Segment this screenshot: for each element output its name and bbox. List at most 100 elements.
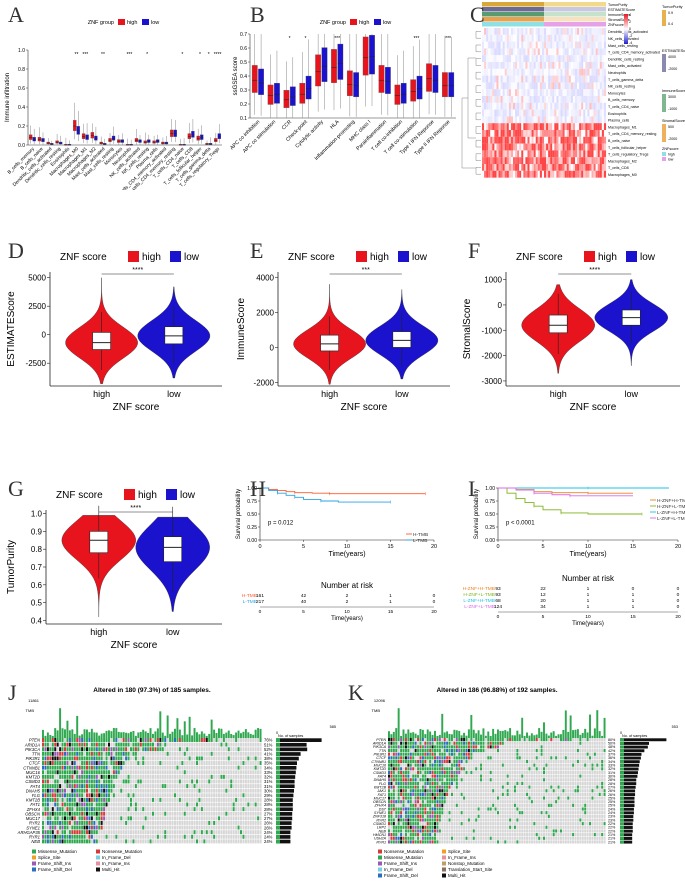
heat-cell xyxy=(601,82,604,90)
onco-cell xyxy=(71,788,74,793)
onco-cell xyxy=(586,745,589,749)
tmb-bar xyxy=(188,716,191,738)
heat-cell xyxy=(591,48,594,56)
heat-cell xyxy=(581,34,584,42)
onco-cell xyxy=(73,761,76,766)
onco-cell xyxy=(596,756,599,760)
heat-cell xyxy=(566,82,569,90)
onco-cell xyxy=(543,759,546,764)
onco-cell xyxy=(215,751,218,756)
onco-cell xyxy=(511,748,514,753)
y-tick-label: 0.5 xyxy=(31,599,43,608)
onco-cell xyxy=(164,793,167,798)
heat-cell xyxy=(575,62,578,69)
onco-cell xyxy=(132,797,135,802)
legend-low-swatch xyxy=(374,19,381,25)
onco-cell xyxy=(181,797,184,802)
onco-cell xyxy=(56,830,59,835)
onco-cell xyxy=(115,820,118,825)
y-tick-label: 0.8 xyxy=(31,545,43,554)
onco-cell xyxy=(64,751,67,756)
onco-cell xyxy=(164,784,167,789)
heat-cell xyxy=(595,82,598,90)
onco-cell xyxy=(188,825,191,830)
heat-cell xyxy=(508,109,511,117)
onco-cell xyxy=(125,797,128,802)
onco-cell xyxy=(73,751,76,756)
heat-cell xyxy=(595,102,598,110)
heat-cell xyxy=(550,130,553,137)
heat-cell xyxy=(541,102,545,110)
onco-cell xyxy=(421,752,424,756)
onco-cell xyxy=(137,830,140,835)
onco-cell xyxy=(105,830,108,835)
heat-cell xyxy=(508,170,511,178)
onco-cell xyxy=(174,738,177,742)
heat-cell xyxy=(539,62,542,69)
onco-cell xyxy=(489,745,492,749)
onco-cell xyxy=(230,770,233,775)
tmb-bar xyxy=(178,729,181,738)
onco-cell xyxy=(523,756,526,760)
onco-cell xyxy=(555,748,558,753)
onco-cell xyxy=(244,825,247,830)
heat-cell xyxy=(482,96,485,103)
onco-cell xyxy=(83,830,86,835)
onco-cell xyxy=(453,745,456,749)
onco-cell xyxy=(125,747,128,752)
onco-cell xyxy=(68,761,71,766)
heat-cell xyxy=(587,68,590,76)
onco-cell xyxy=(159,793,162,798)
onco-cell xyxy=(171,820,174,825)
onco-cell xyxy=(161,825,164,830)
onco-cell xyxy=(103,834,106,839)
onco-cell xyxy=(71,765,74,770)
heat-cell xyxy=(577,28,580,35)
heat-cell xyxy=(523,96,526,103)
heat-row-label: Macrophages_M2 xyxy=(608,159,637,163)
onco-cell xyxy=(68,788,71,793)
onco-cell xyxy=(237,788,240,793)
heat-cell xyxy=(579,170,582,178)
box-high xyxy=(178,143,183,146)
tmb-bar xyxy=(257,728,260,738)
mut-legend-label: Splice_Site xyxy=(38,855,61,860)
heat-cell xyxy=(519,170,522,178)
legend-znf-low-swatch xyxy=(662,157,666,161)
onco-cell xyxy=(42,784,45,789)
onco-cell xyxy=(127,839,130,844)
onco-cell xyxy=(540,756,543,760)
heat-cell xyxy=(527,75,530,83)
risk-value: 93 xyxy=(495,592,501,598)
onco-cell xyxy=(252,816,255,821)
onco-cell xyxy=(81,770,84,775)
onco-cell xyxy=(232,830,235,835)
onco-cell xyxy=(210,834,213,839)
heat-cell xyxy=(515,150,518,158)
onco-cell xyxy=(51,802,54,807)
onco-cell xyxy=(44,802,47,807)
onco-cell xyxy=(152,774,155,779)
onco-cell xyxy=(581,738,584,742)
heat-cell xyxy=(521,96,524,103)
mut-legend-label: In_Frame_Del xyxy=(102,855,131,860)
gene-pct: 29% xyxy=(264,793,273,798)
heat-cell xyxy=(593,102,596,110)
onco-cell xyxy=(59,774,62,779)
gene-count-bar-part xyxy=(620,752,624,756)
onco-cell xyxy=(196,779,199,784)
onco-cell xyxy=(235,747,238,752)
x-tick-label-high: high xyxy=(321,389,338,399)
onco-cell xyxy=(122,807,125,812)
onco-cell xyxy=(227,793,230,798)
onco-cell xyxy=(130,825,133,830)
tmb-bar xyxy=(144,731,147,738)
onco-cell xyxy=(156,756,159,761)
gene-count-bar-part xyxy=(276,821,280,825)
heat-cell xyxy=(521,109,524,117)
onco-cell xyxy=(120,811,123,816)
onco-cell xyxy=(132,839,135,844)
track-low-0 xyxy=(544,2,606,7)
gene-pct: 31% xyxy=(264,784,273,789)
onco-cell xyxy=(591,748,594,753)
